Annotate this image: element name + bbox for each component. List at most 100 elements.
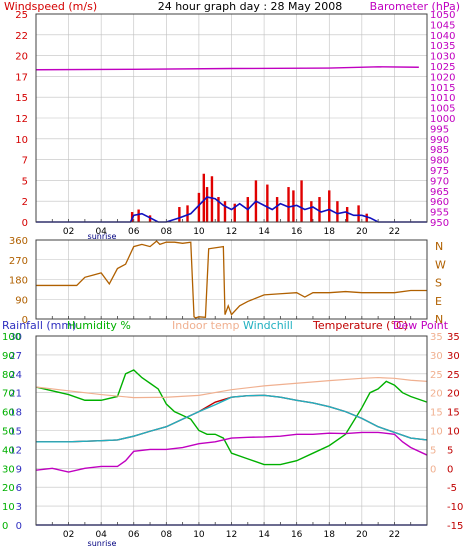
x-tick-label: 22 <box>389 530 400 540</box>
humidity-line <box>35 369 428 466</box>
wind-gust-bar <box>137 209 140 222</box>
rainfall-tick-label: 0 <box>16 521 22 532</box>
indoor-temp-line <box>35 376 428 399</box>
wind-tick-label: 0 <box>22 218 28 229</box>
baro-tick-label: 1040 <box>430 31 455 42</box>
baro-tick-label: 1000 <box>430 114 455 125</box>
temp-inner-tick-label: 30 <box>430 351 443 362</box>
wind-gust-bar <box>300 180 303 222</box>
compass-tick-label: S <box>435 277 442 290</box>
baro-tick-label: 950 <box>430 218 449 229</box>
baro-tick-label: 1005 <box>430 104 455 115</box>
wind-tick-label: 25 <box>15 10 28 21</box>
temp-inner-tick-label: 5 <box>430 445 436 456</box>
rainfall-tick-label: 18 <box>9 408 22 419</box>
wind-gust-bar <box>336 201 339 222</box>
wind-gust-bar <box>233 203 236 222</box>
compass-tick-label: E <box>435 295 442 308</box>
dew-point-line <box>35 431 428 473</box>
legend-temperature: Temperature (°C) <box>312 319 408 332</box>
wind-gust-bar <box>197 192 201 222</box>
wind-tick-label: 12 <box>15 114 28 125</box>
temp-right-tick-label: -5 <box>447 483 457 494</box>
baro-tick-label: 965 <box>430 187 449 198</box>
panel-frame-0 <box>35 13 428 223</box>
temp-inner-tick-label: 20 <box>430 389 443 400</box>
wind-tick-label: 10 <box>15 135 28 146</box>
rainfall-tick-label: 24 <box>9 370 22 381</box>
x-tick-label: 12 <box>226 530 237 540</box>
wind-gust-bar <box>217 197 220 222</box>
direction-tick-label: 0 <box>22 315 28 326</box>
temp-right-tick-label: -15 <box>447 521 463 532</box>
x-tick-label: 10 <box>193 227 205 237</box>
sunrise-label-top: sunrise <box>88 232 117 241</box>
x-tick-label: 10 <box>193 530 205 540</box>
rainfall-tick-label: 27 <box>9 351 22 362</box>
sunrise-label-bottom: sunrise <box>88 539 117 548</box>
wind-gust-bar <box>202 173 206 222</box>
baro-tick-label: 1035 <box>430 41 455 52</box>
humidity-tick-label: 90 <box>2 351 15 362</box>
baro-tick-label: 1010 <box>430 93 455 104</box>
humidity-tick-label: 80 <box>2 370 15 381</box>
humidity-tick-label: 50 <box>2 427 15 438</box>
rainfall-tick-label: 15 <box>9 427 22 438</box>
wind-gust-bar <box>275 197 279 222</box>
wind-gust-bar <box>178 207 181 222</box>
baro-tick-label: 970 <box>430 176 449 187</box>
wind-tick-label: 15 <box>15 93 28 104</box>
humidity-tick-label: 10 <box>2 502 15 513</box>
temp-right-tick-label: 20 <box>447 389 460 400</box>
wind-gust-bar <box>365 213 368 222</box>
tick-labels: 0257101215172022259509559609659709759809… <box>2 10 463 540</box>
rainfall-tick-label: 6 <box>16 483 22 494</box>
rainfall-tick-label: 3 <box>16 502 22 513</box>
x-tick-label: 02 <box>63 227 74 237</box>
baro-tick-label: 1050 <box>430 10 455 21</box>
x-tick-label: 08 <box>161 227 173 237</box>
panel-frame-1 <box>35 239 428 320</box>
humidity-tick-label: 30 <box>2 464 15 475</box>
temp-inner-tick-label: 35 <box>430 332 443 343</box>
rainfall-tick-label: 30 <box>9 332 22 343</box>
x-tick-label: 14 <box>258 530 270 540</box>
windspeed-axis-label: Windspeed (m/s) <box>4 0 97 13</box>
wind-tick-label: 2 <box>22 197 28 208</box>
wind-gust-bar <box>205 187 209 222</box>
direction-tick-label: 270 <box>9 256 28 267</box>
temp-right-tick-label: 15 <box>447 408 460 419</box>
x-tick-label: 12 <box>226 227 237 237</box>
rainfall-tick-label: 12 <box>9 445 22 456</box>
legend-indoor-temp: Indoor temp <box>172 319 239 332</box>
windchill-line <box>36 394 428 443</box>
x-tick-label: 16 <box>291 227 303 237</box>
baro-tick-label: 1020 <box>430 72 455 83</box>
rainfall-tick-label: 21 <box>9 389 22 400</box>
direction-tick-label: 90 <box>15 295 28 306</box>
wind-gust-bar <box>186 205 189 222</box>
temp-inner-tick-label: 15 <box>430 408 443 419</box>
barometer-axis-label: Barometer (hPa) <box>370 0 460 13</box>
temp-right-tick-label: 25 <box>447 370 460 381</box>
baro-tick-label: 975 <box>430 166 449 177</box>
baro-tick-label: 960 <box>430 197 449 208</box>
header-labels: Windspeed (m/s) 24 hour graph day : 28 M… <box>2 0 460 548</box>
x-tick-label: 20 <box>356 227 368 237</box>
temp-right-tick-label: 0 <box>447 464 453 475</box>
wind-gust-bar <box>266 184 269 222</box>
wind-tick-label: 5 <box>22 176 28 187</box>
humidity-tick-label: 40 <box>2 445 15 456</box>
temp-inner-tick-label: 0 <box>430 464 436 475</box>
x-tick-label: 18 <box>324 227 336 237</box>
baro-tick-label: 980 <box>430 156 449 167</box>
wind-gust-bar <box>210 176 214 222</box>
temp-right-tick-label: 5 <box>447 445 453 456</box>
baro-tick-label: 955 <box>430 208 449 219</box>
compass-tick-label: N <box>435 240 443 253</box>
wind-gust-bar <box>310 201 313 222</box>
x-tick-label: 20 <box>356 530 368 540</box>
wind-tick-label: 7 <box>22 156 28 167</box>
x-tick-label: 18 <box>324 530 336 540</box>
wind-gust-bar <box>318 197 321 222</box>
